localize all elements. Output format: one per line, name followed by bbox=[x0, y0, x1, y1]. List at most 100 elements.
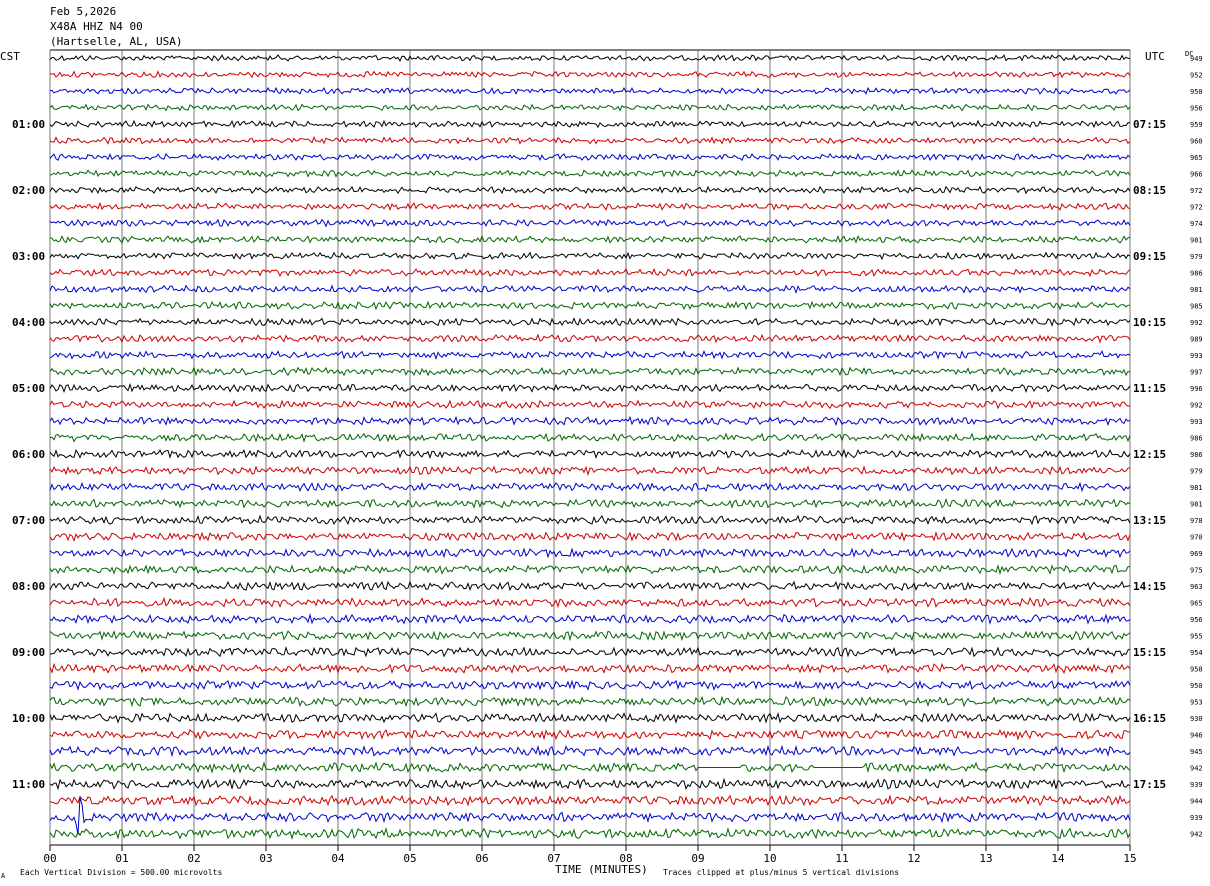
seismic-trace bbox=[49, 152, 1131, 162]
seismic-trace bbox=[49, 695, 1131, 708]
dc-offset-label: 945 bbox=[1190, 748, 1203, 756]
scale-note: Each Vertical Division = 500.00 microvol… bbox=[20, 868, 222, 877]
left-timezone-label: CST bbox=[0, 50, 20, 63]
seismic-trace bbox=[49, 268, 1131, 278]
seismic-trace bbox=[49, 448, 1131, 460]
seismic-trace bbox=[49, 797, 1131, 835]
seismic-trace bbox=[49, 662, 1131, 675]
dc-offset-label: 981 bbox=[1190, 501, 1203, 509]
x-tick-label: 12 bbox=[907, 852, 920, 865]
hour-label-utc: 17:15 bbox=[1133, 778, 1166, 791]
seismic-trace bbox=[49, 497, 1131, 509]
seismic-trace bbox=[49, 86, 1131, 95]
dc-offset-label: 950 bbox=[1190, 682, 1203, 690]
seismic-trace bbox=[49, 218, 1131, 228]
seismic-trace bbox=[49, 761, 1131, 775]
dc-offset-label: 952 bbox=[1190, 72, 1203, 80]
seismic-trace bbox=[49, 612, 1131, 626]
hour-label-cst: 06:00 bbox=[12, 448, 45, 461]
dc-offset-label: 946 bbox=[1190, 732, 1203, 740]
seismic-trace bbox=[49, 119, 1131, 129]
hour-label-cst: 10:00 bbox=[12, 712, 45, 725]
dc-offset-label: 978 bbox=[1190, 517, 1203, 525]
seismic-trace bbox=[49, 481, 1131, 493]
x-tick-label: 07 bbox=[547, 852, 560, 865]
hour-label-cst: 05:00 bbox=[12, 382, 45, 395]
hour-label-cst: 11:00 bbox=[12, 778, 45, 791]
dc-offset-label: 960 bbox=[1190, 138, 1203, 146]
hour-label-utc: 10:15 bbox=[1133, 316, 1166, 329]
seismic-trace bbox=[49, 333, 1131, 344]
x-tick-label: 05 bbox=[403, 852, 416, 865]
dc-offset-label: 992 bbox=[1190, 319, 1203, 327]
dc-offset-label: 979 bbox=[1190, 253, 1203, 261]
seismic-trace bbox=[49, 201, 1131, 212]
dc-offset-label: 985 bbox=[1190, 303, 1203, 311]
dc-offset-label: 944 bbox=[1190, 798, 1203, 806]
hour-label-cst: 01:00 bbox=[12, 118, 45, 131]
dc-offset-label: 949 bbox=[1190, 55, 1203, 63]
seismic-trace bbox=[49, 284, 1131, 295]
x-tick-label: 08 bbox=[619, 852, 632, 865]
hour-label-utc: 12:15 bbox=[1133, 448, 1166, 461]
hour-label-cst: 04:00 bbox=[12, 316, 45, 329]
header-station: X48A HHZ N4 00 bbox=[50, 20, 143, 33]
dc-offset-label: 950 bbox=[1190, 88, 1203, 96]
dc-offset-label: 986 bbox=[1190, 270, 1203, 278]
dc-offset-label: 981 bbox=[1190, 286, 1203, 294]
dc-offset-label: 954 bbox=[1190, 649, 1203, 657]
x-tick-label: 04 bbox=[331, 852, 345, 865]
trace-group bbox=[49, 54, 1131, 840]
x-tick-label: 10 bbox=[763, 852, 776, 865]
hour-label-utc: 15:15 bbox=[1133, 646, 1166, 659]
dc-offset-label: 965 bbox=[1190, 154, 1203, 162]
dc-offset-label: 955 bbox=[1190, 633, 1203, 641]
hour-label-utc: 08:15 bbox=[1133, 184, 1166, 197]
dc-offset-label: 972 bbox=[1190, 204, 1203, 212]
dc-offset-label: 953 bbox=[1190, 699, 1203, 707]
hour-label-utc: 14:15 bbox=[1133, 580, 1166, 593]
dc-offset-label: 942 bbox=[1190, 765, 1203, 773]
x-axis-title: TIME (MINUTES) bbox=[555, 863, 648, 876]
seismic-trace bbox=[49, 794, 1131, 807]
dc-offset-label: 966 bbox=[1190, 171, 1203, 179]
hour-label-cst: 03:00 bbox=[12, 250, 45, 263]
corner-mark: A bbox=[1, 872, 6, 880]
dc-offset-label: 939 bbox=[1190, 814, 1203, 822]
seismic-trace bbox=[49, 514, 1131, 526]
seismic-trace bbox=[49, 251, 1131, 261]
x-tick-label: 15 bbox=[1123, 852, 1136, 865]
seismic-trace bbox=[49, 432, 1131, 443]
time-grid bbox=[49, 49, 1131, 851]
dc-header-label: DC bbox=[1185, 50, 1193, 58]
seismic-trace bbox=[49, 547, 1131, 559]
dc-offset-label: 989 bbox=[1190, 336, 1203, 344]
seismic-trace bbox=[49, 185, 1131, 195]
seismic-trace bbox=[49, 465, 1131, 477]
seismic-trace bbox=[49, 54, 1131, 63]
dc-offset-label: 972 bbox=[1190, 187, 1203, 195]
dc-offset-label: 996 bbox=[1190, 385, 1203, 393]
hour-label-cst: 09:00 bbox=[12, 646, 45, 659]
seismic-trace bbox=[49, 103, 1131, 112]
hour-label-cst: 08:00 bbox=[12, 580, 45, 593]
seismic-trace bbox=[49, 826, 1131, 840]
seismic-trace bbox=[49, 711, 1131, 724]
dc-offset-label: 956 bbox=[1190, 105, 1203, 113]
dc-offset-label: 965 bbox=[1190, 600, 1203, 608]
dc-offset-label: 986 bbox=[1190, 435, 1203, 443]
hour-label-utc: 13:15 bbox=[1133, 514, 1166, 527]
hour-label-utc: 09:15 bbox=[1133, 250, 1166, 263]
hour-label-utc: 16:15 bbox=[1133, 712, 1166, 725]
seismic-trace bbox=[49, 349, 1131, 361]
seismic-trace bbox=[49, 169, 1131, 178]
dc-offset-label: 981 bbox=[1190, 237, 1203, 245]
x-tick-label: 11 bbox=[835, 852, 848, 865]
seismic-trace bbox=[49, 777, 1131, 791]
seismic-trace bbox=[49, 234, 1131, 244]
dc-offset-label: 979 bbox=[1190, 468, 1203, 476]
seismic-trace bbox=[49, 646, 1131, 658]
dc-offset-label: 981 bbox=[1190, 484, 1203, 492]
dc-offset-label: 959 bbox=[1190, 121, 1203, 129]
dc-offset-label: 942 bbox=[1190, 831, 1203, 839]
